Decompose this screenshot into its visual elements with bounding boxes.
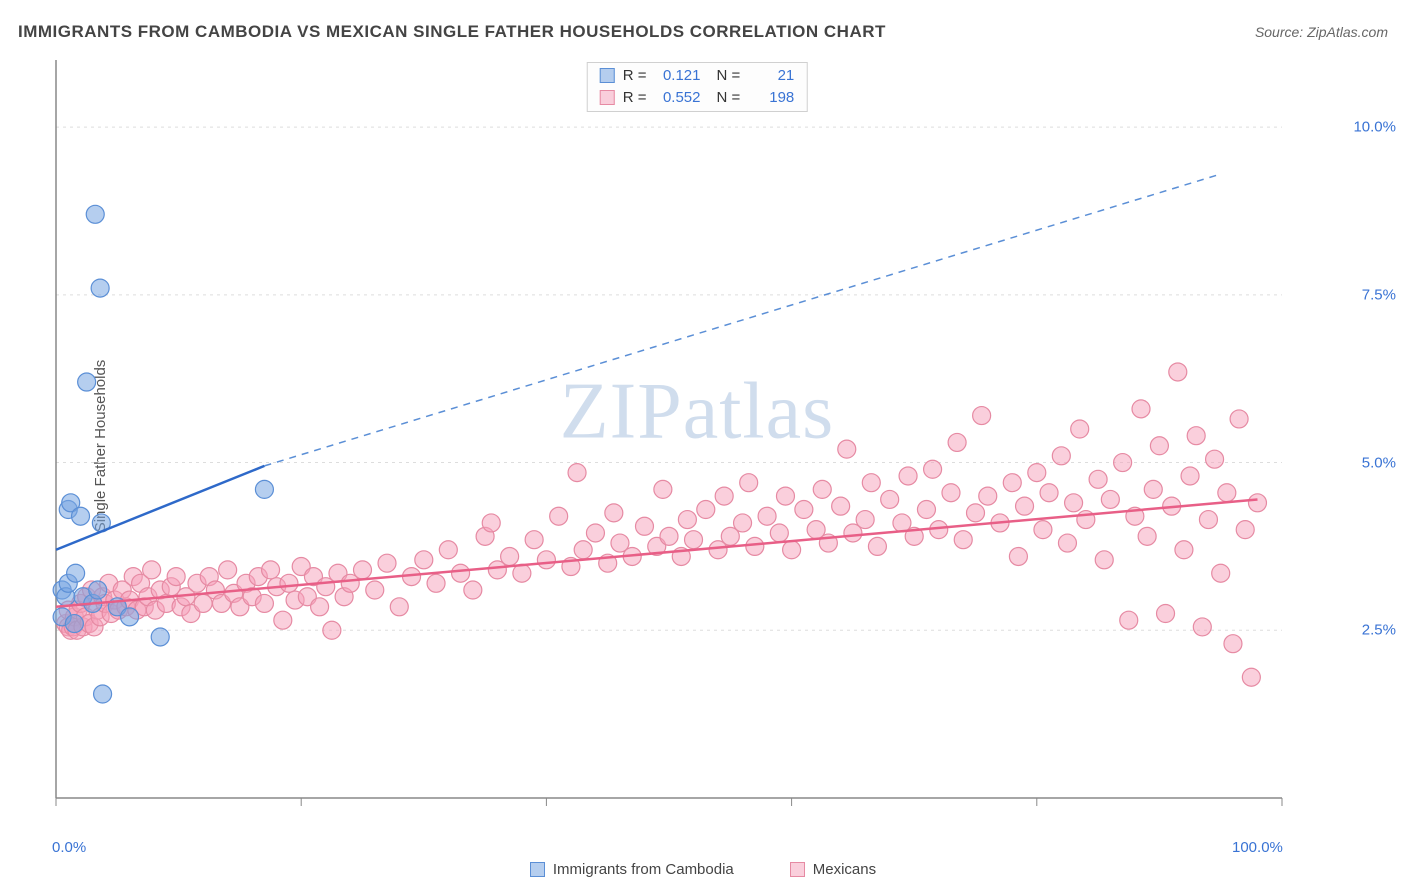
- legend-item-series1: Immigrants from Cambodia: [530, 861, 734, 878]
- n-label: N =: [717, 65, 741, 87]
- swatch-series1: [600, 68, 615, 83]
- chart-title: IMMIGRANTS FROM CAMBODIA VS MEXICAN SING…: [18, 22, 886, 42]
- series1-r-value: 0.121: [655, 65, 701, 87]
- y-tick-label: 2.5%: [1362, 622, 1396, 639]
- y-tick-label: 5.0%: [1362, 454, 1396, 471]
- n-label: N =: [717, 87, 741, 109]
- swatch-series1: [530, 862, 545, 877]
- x-tick-label: 0.0%: [52, 839, 86, 856]
- stats-row-series1: R = 0.121 N = 21: [600, 65, 795, 87]
- swatch-series2: [790, 862, 805, 877]
- r-label: R =: [623, 87, 647, 109]
- source-prefix: Source:: [1255, 24, 1307, 40]
- plot-area: R = 0.121 N = 21 R = 0.552 N = 198 ZIPat…: [52, 58, 1342, 828]
- x-tick-label: 100.0%: [1232, 839, 1283, 856]
- y-tick-label: 7.5%: [1362, 286, 1396, 303]
- scatter-chart: [52, 58, 1342, 828]
- title-bar: IMMIGRANTS FROM CAMBODIA VS MEXICAN SING…: [18, 22, 1388, 42]
- series2-r-value: 0.552: [655, 87, 701, 109]
- legend-label-series1: Immigrants from Cambodia: [553, 861, 734, 878]
- source-attribution: Source: ZipAtlas.com: [1255, 24, 1388, 40]
- swatch-series2: [600, 90, 615, 105]
- stats-legend-box: R = 0.121 N = 21 R = 0.552 N = 198: [587, 62, 808, 112]
- source-link[interactable]: ZipAtlas.com: [1307, 24, 1388, 40]
- r-label: R =: [623, 65, 647, 87]
- y-tick-label: 10.0%: [1353, 119, 1396, 136]
- series1-n-value: 21: [748, 65, 794, 87]
- bottom-legend: Immigrants from Cambodia Mexicans: [0, 861, 1406, 878]
- series2-n-value: 198: [748, 87, 794, 109]
- legend-label-series2: Mexicans: [813, 861, 876, 878]
- legend-item-series2: Mexicans: [790, 861, 876, 878]
- stats-row-series2: R = 0.552 N = 198: [600, 87, 795, 109]
